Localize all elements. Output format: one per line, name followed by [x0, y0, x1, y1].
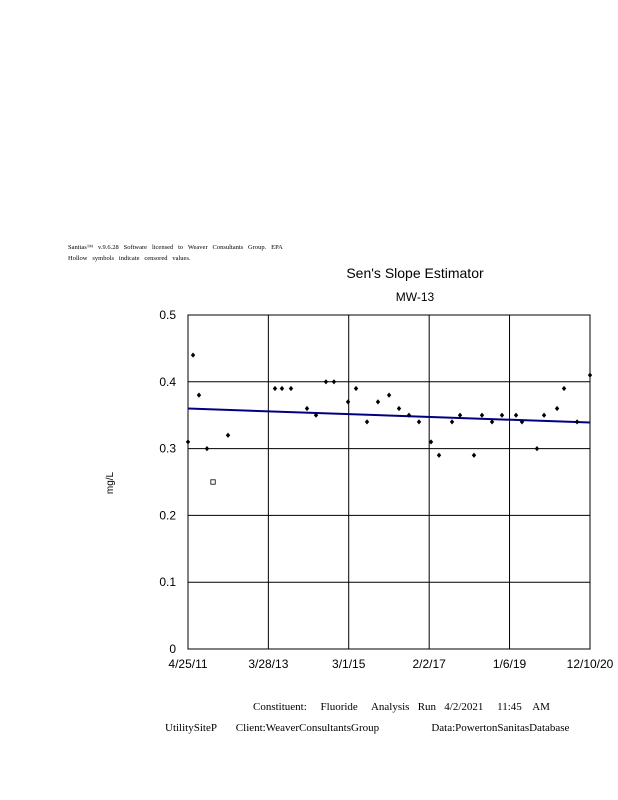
point: [499, 412, 505, 418]
point: [436, 452, 442, 458]
point: [574, 419, 580, 425]
y-tick-label: 0: [169, 642, 176, 656]
point: [185, 439, 191, 445]
point: [416, 419, 422, 425]
point: [541, 412, 547, 418]
censored-point: [210, 479, 216, 485]
x-tick-label: 2/2/17: [412, 657, 446, 671]
point: [534, 446, 540, 452]
point: [587, 372, 593, 378]
point: [554, 405, 560, 412]
point: [561, 385, 567, 392]
point: [272, 385, 278, 392]
point: [457, 412, 463, 418]
point: [279, 385, 285, 392]
point: [353, 385, 359, 392]
point: [313, 412, 319, 418]
y-tick-label: 0.2: [159, 508, 176, 522]
point: [406, 412, 412, 418]
y-tick-label: 0.3: [159, 442, 176, 456]
point: [449, 419, 455, 425]
y-tick-label: 0.4: [159, 375, 176, 389]
point: [375, 399, 381, 405]
chart-subtitle: MW-13: [396, 290, 435, 304]
point: [513, 412, 519, 418]
point: [396, 405, 402, 412]
chart-title: Sen's Slope Estimator: [346, 265, 484, 281]
point: [304, 405, 310, 412]
point: [479, 412, 485, 418]
trend-line: [187, 407, 591, 424]
point: [471, 452, 477, 458]
x-tick-label: 4/25/11: [168, 657, 207, 671]
x-tick-label: 12/10/20: [567, 657, 614, 671]
point: [225, 432, 231, 438]
point: [204, 446, 210, 452]
x-tick-label: 1/6/19: [493, 657, 527, 671]
footer: UtilitySiteP Client:WeaverConsultantsGro…: [165, 722, 570, 734]
point: [364, 419, 370, 425]
point: [489, 419, 495, 425]
note: Sanitas™ v.9.6.28 Software licensed to W…: [68, 244, 283, 251]
point: [190, 352, 196, 358]
y-axis-label: mg/L: [105, 471, 116, 494]
point: [345, 399, 351, 405]
footer: Constituent: Fluoride Analysis Run 4/2/2…: [253, 701, 550, 713]
point: [331, 379, 337, 385]
point: [288, 385, 294, 392]
x-tick-label: 3/28/13: [248, 657, 288, 671]
point: [519, 419, 525, 425]
point: [196, 392, 202, 398]
y-tick-label: 0.1: [159, 575, 176, 589]
point: [386, 392, 392, 398]
x-tick-label: 3/1/15: [332, 657, 366, 671]
point: [428, 439, 434, 445]
note: Hollow symbols indicate censored values.: [68, 255, 191, 262]
y-tick-label: 0.5: [159, 308, 176, 322]
plot-frame: [187, 314, 591, 650]
point: [323, 379, 329, 385]
